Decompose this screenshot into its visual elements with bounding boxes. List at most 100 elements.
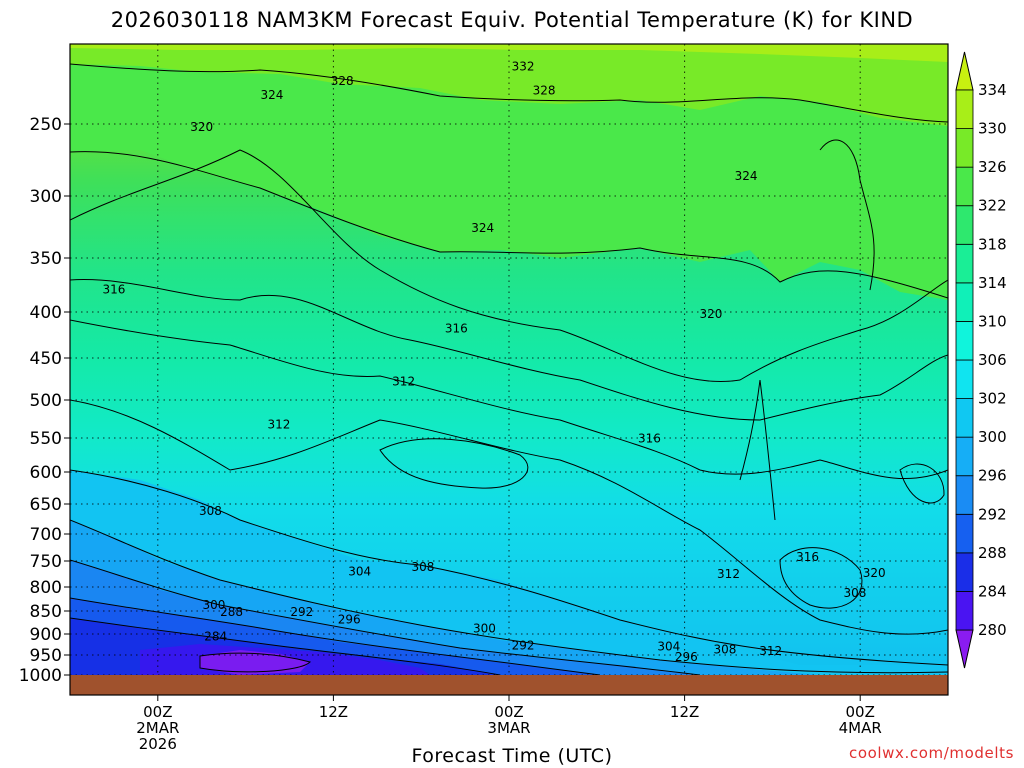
contour-line [70, 597, 601, 675]
contour-label: 300 [473, 621, 496, 635]
contour-label: 308 [199, 504, 222, 518]
contour-line [70, 559, 701, 675]
contour-line [739, 379, 776, 521]
field-region-334 [70, 44, 948, 62]
y-tick-label: 950 [30, 646, 62, 666]
colorbar-label: 292 [978, 505, 1007, 523]
contour-label: 296 [675, 650, 698, 664]
contour-label: 292 [290, 605, 313, 619]
contour-line [70, 617, 501, 675]
y-tick-label: 250 [30, 115, 62, 135]
y-tick-label: 600 [30, 463, 62, 483]
colorbar-label: 330 [978, 120, 1007, 138]
y-tick-label: 350 [30, 249, 62, 269]
colorbar-label: 280 [978, 621, 1007, 639]
y-tick-label: 400 [30, 303, 62, 323]
x-tick-label: 4MAR [839, 719, 882, 737]
colorbar-label: 318 [978, 235, 1007, 253]
contour-label: 320 [699, 307, 722, 321]
contour-label: 312 [268, 417, 291, 431]
colorbar-swatch [955, 128, 974, 168]
colorbar-swatch [955, 205, 974, 245]
contour-line [70, 399, 948, 635]
x-tick-label: 00Z [846, 703, 875, 721]
colorbar-swatch [955, 89, 974, 129]
colorbar-swatch [955, 282, 974, 322]
contour-line [70, 149, 948, 382]
colorbar-swatch [955, 591, 974, 631]
colorbar-label: 302 [978, 390, 1007, 408]
contour-lines [70, 63, 948, 675]
contour-label: 316 [445, 322, 468, 336]
colorbar-swatch [955, 552, 974, 592]
y-tick-label: 300 [30, 187, 62, 207]
contour-label: 312 [392, 375, 415, 389]
contour-label: 308 [714, 643, 737, 657]
contour-label: 324 [735, 169, 758, 183]
contour-label: 308 [412, 560, 435, 574]
x-axis-label: Forecast Time (UTC) [411, 745, 613, 767]
contour-line [899, 463, 945, 504]
contour-label: 308 [843, 586, 866, 600]
y-tick-label: 850 [30, 602, 62, 622]
contour-line [70, 469, 948, 666]
contour-label: 292 [512, 638, 535, 652]
y-axis: 250 300 350 400 450 500 550 600 650 700 750 800 850 9… [19, 115, 70, 686]
y-tick-label: 900 [30, 625, 62, 645]
y-tick-label: 450 [30, 349, 62, 369]
y-tick-label: 650 [30, 495, 62, 515]
contour-line [779, 547, 863, 609]
colorbar: 280 284 288 292 296 300 302 306 310 314 318 322 326 3… [955, 51, 1007, 669]
contour-label: 304 [657, 640, 680, 654]
contour-label: 312 [759, 644, 782, 658]
contour-label: 316 [638, 432, 661, 446]
x-tick-label: 2026 [139, 735, 177, 753]
x-tick-label: 2MAR [136, 719, 179, 737]
colorbar-arrow-high [955, 51, 974, 91]
y-tick-label: 550 [30, 429, 62, 449]
contour-label: 332 [512, 59, 535, 73]
colorbar-label: 284 [978, 582, 1007, 600]
contour-line [70, 519, 948, 674]
colorbar-label: 288 [978, 544, 1007, 562]
chart-title: 2026030118 NAM3KM Forecast Equiv. Potent… [110, 8, 914, 32]
colorbar-swatch [955, 321, 974, 361]
contour-line [70, 151, 948, 299]
colorbar-swatch [955, 398, 974, 438]
colorbar-label: 326 [978, 158, 1007, 176]
contour-label: 316 [796, 550, 819, 564]
contour-label: 320 [863, 566, 886, 580]
colorbar-label: 300 [978, 428, 1007, 446]
colorbar-label: 322 [978, 197, 1007, 215]
gridlines [70, 44, 948, 675]
contour-label: 316 [102, 282, 125, 296]
contour-line [379, 438, 529, 489]
colorbar-label: 296 [978, 467, 1007, 485]
y-tick-label: 1000 [19, 666, 62, 686]
colorbar-swatch [955, 513, 974, 554]
x-tick-label: 12Z [319, 703, 348, 721]
colorbar-label: 306 [978, 351, 1007, 369]
contour-label: 324 [260, 88, 283, 102]
contour-label: 312 [717, 567, 740, 581]
colorbar-arrow-low [955, 629, 974, 669]
contour-labels: 332 328 328 324 320 324 324 316 320 316 312 312 316 3… [102, 59, 885, 664]
contour-line [70, 279, 948, 421]
y-tick-label: 500 [30, 391, 62, 411]
plot-field: 332 328 328 324 320 324 324 316 320 316 312 312 316 3… [70, 44, 948, 675]
contour-line [70, 63, 948, 123]
contour-label: 320 [190, 120, 213, 134]
contour-label: 288 [220, 605, 243, 619]
contour-label: 300 [203, 598, 226, 612]
colorbar-swatch [955, 243, 974, 284]
ground-band [70, 675, 948, 695]
colorbar-label: 334 [978, 81, 1007, 99]
contour-line [70, 319, 948, 480]
x-tick-label: 12Z [670, 703, 699, 721]
x-tick-label: 00Z [494, 703, 523, 721]
colorbar-label: 314 [978, 274, 1007, 292]
credit-text: coolwx.com/modelts [849, 744, 1014, 762]
contour-label: 328 [331, 74, 354, 88]
